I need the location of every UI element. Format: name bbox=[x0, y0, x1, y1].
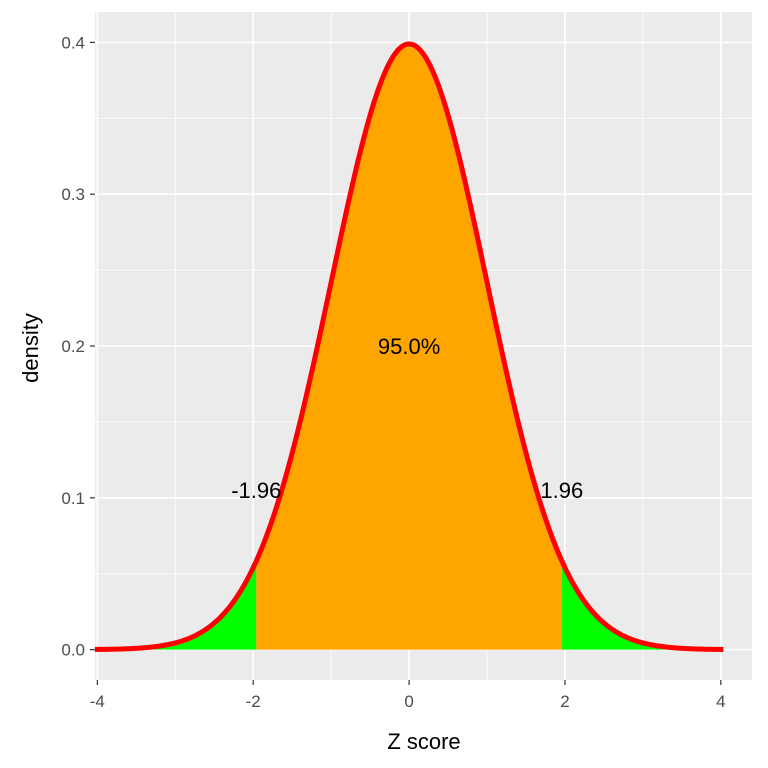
shaded-regions bbox=[97, 43, 721, 650]
annotation-label: -1.96 bbox=[231, 478, 281, 503]
tail-region bbox=[97, 560, 257, 650]
x-tick-label: 2 bbox=[560, 692, 569, 711]
x-tick-label: 0 bbox=[404, 692, 413, 711]
x-tick-label: -2 bbox=[246, 692, 261, 711]
x-tick-label: -4 bbox=[90, 692, 105, 711]
density-curve bbox=[94, 41, 724, 652]
annotation-label: 95.0% bbox=[378, 334, 440, 359]
y-tick-label: 0.2 bbox=[61, 337, 85, 356]
y-tick-label: 0.4 bbox=[61, 33, 85, 52]
x-tick-label: 4 bbox=[716, 692, 725, 711]
annotations: 95.0% -1.96 1.96 bbox=[231, 334, 583, 503]
y-tick-label: 0.0 bbox=[61, 641, 85, 660]
center-region bbox=[256, 43, 562, 650]
x-axis-title: Z score bbox=[387, 729, 460, 754]
annotation-label: 1.96 bbox=[540, 478, 583, 503]
tail-region bbox=[561, 560, 721, 650]
y-tick-label: 0.3 bbox=[61, 185, 85, 204]
y-axis-title: density bbox=[18, 313, 43, 383]
y-tick-label: 0.1 bbox=[61, 489, 85, 508]
x-axis: -4 -2 0 2 4 bbox=[90, 680, 726, 711]
y-axis: 0.0 0.1 0.2 0.3 0.4 bbox=[61, 33, 95, 660]
